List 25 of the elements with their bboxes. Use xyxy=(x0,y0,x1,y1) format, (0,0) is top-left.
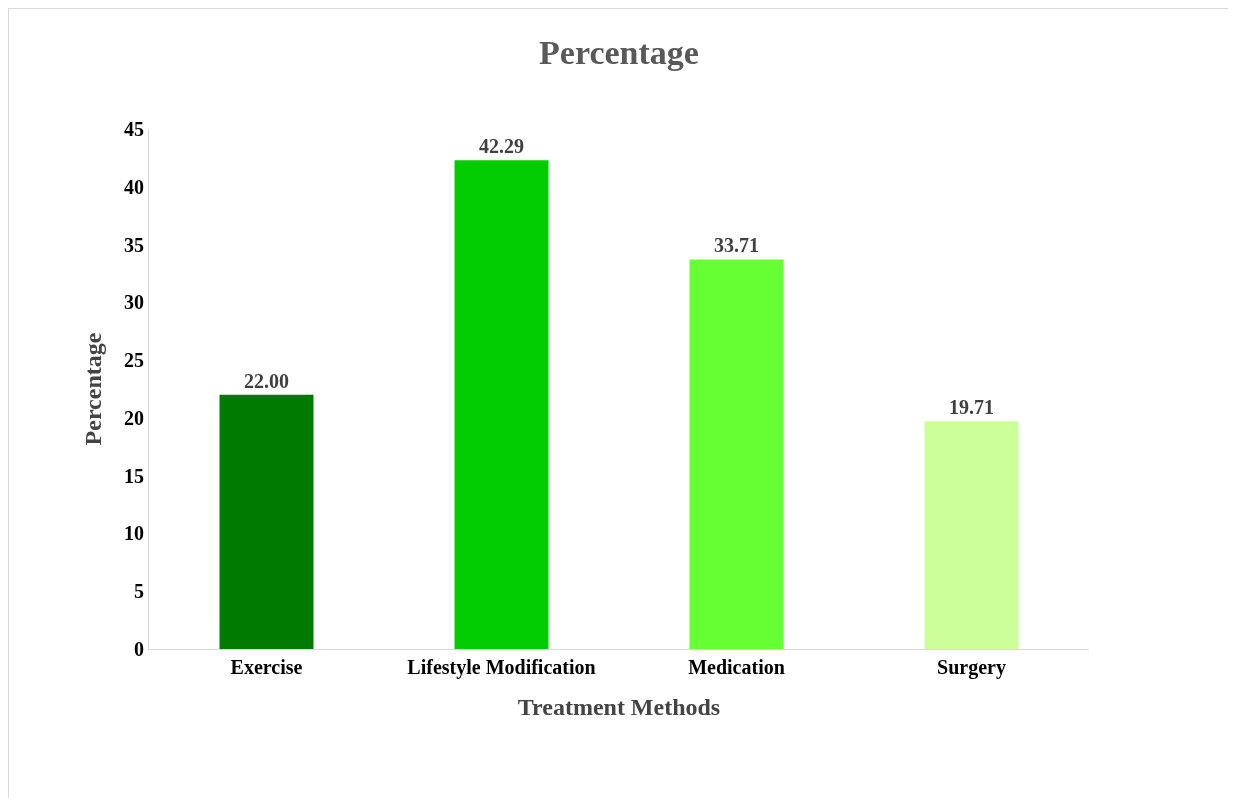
y-tick-label: 25 xyxy=(124,349,144,372)
data-label: 42.29 xyxy=(479,135,524,158)
y-tick-label: 10 xyxy=(124,522,144,545)
y-tick-label: 45 xyxy=(124,118,144,140)
x-tick-label: Medication xyxy=(688,656,785,678)
bar xyxy=(454,160,549,649)
y-tick-label: 35 xyxy=(124,233,144,256)
x-tick-label: Exercise xyxy=(230,656,303,678)
x-tick-label: Surgery xyxy=(937,656,1006,679)
x-tick-label: Lifestyle Modification xyxy=(407,656,596,679)
bar xyxy=(924,421,1019,649)
data-label: 22.00 xyxy=(244,369,289,392)
x-axis-title: Treatment Methods xyxy=(517,694,721,721)
y-tick-label: 0 xyxy=(134,638,144,660)
y-tick-label: 20 xyxy=(124,406,144,429)
y-tick-label: 5 xyxy=(134,580,144,603)
bar xyxy=(219,394,314,649)
y-tick-label: 40 xyxy=(124,175,144,198)
data-label: 19.71 xyxy=(949,396,994,419)
data-label: 33.71 xyxy=(714,234,759,257)
bar xyxy=(689,259,784,649)
y-tick-label: 15 xyxy=(124,464,144,487)
y-axis-title: Percentage xyxy=(80,332,107,446)
chart-title: Percentage xyxy=(539,34,699,72)
y-tick-label: 30 xyxy=(124,291,144,314)
